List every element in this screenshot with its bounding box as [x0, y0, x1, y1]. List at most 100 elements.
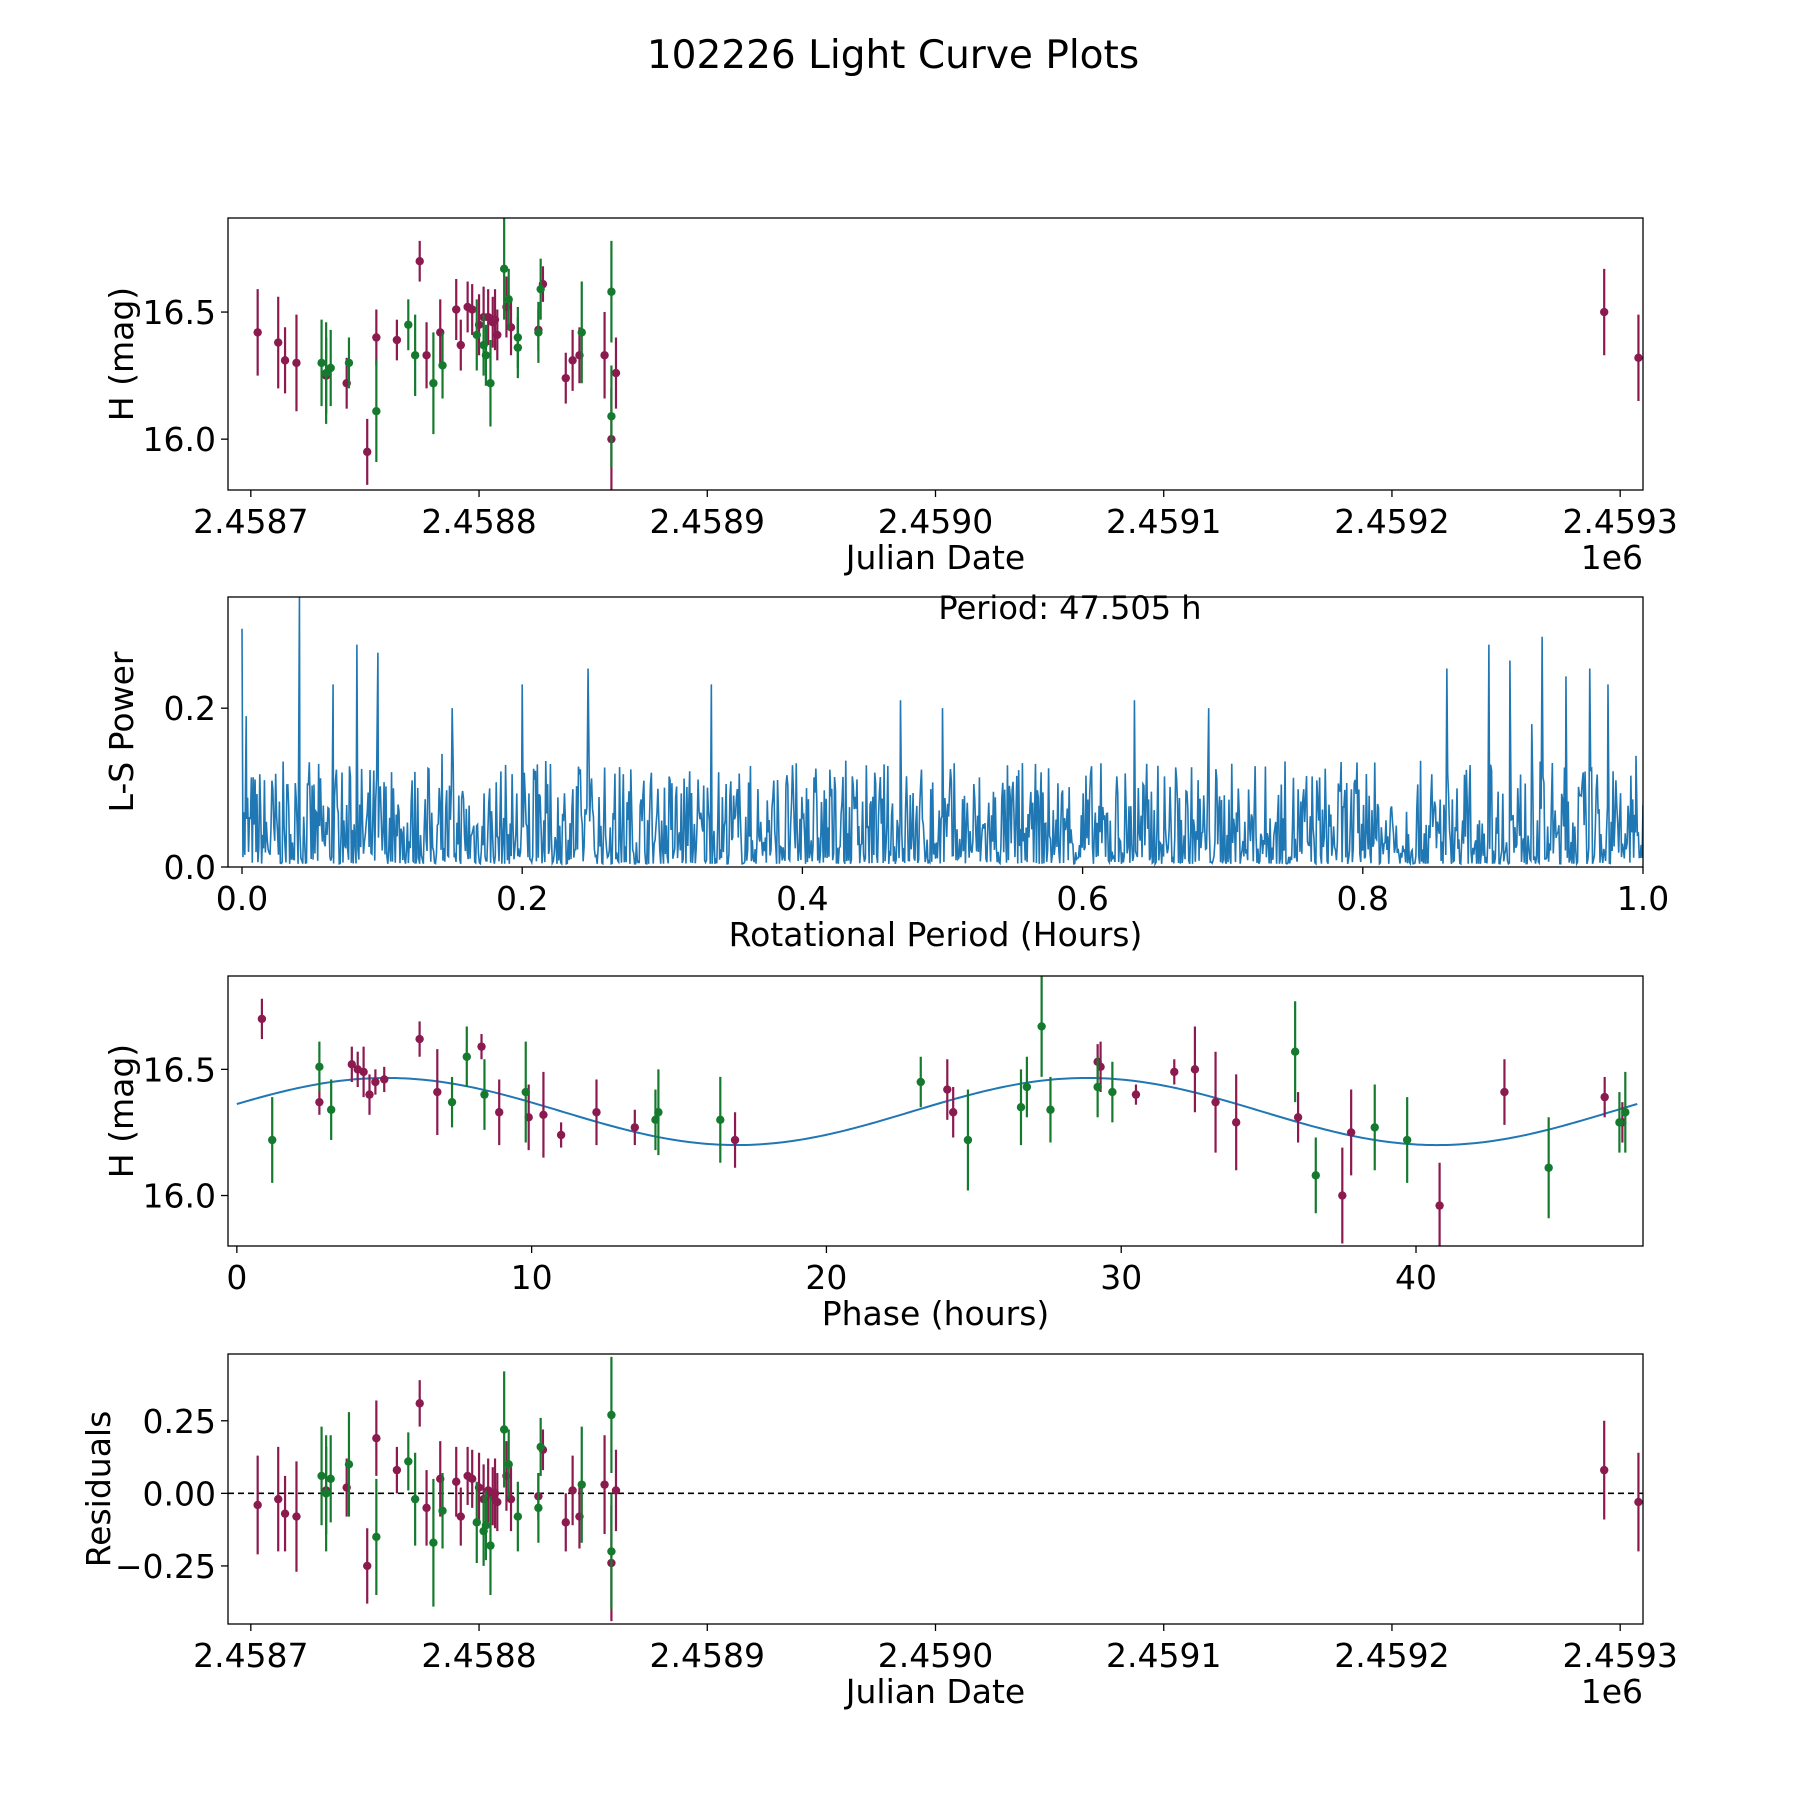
data-point-purple	[630, 1123, 640, 1132]
y-tick-label: 16.5	[143, 1050, 216, 1089]
data-point-purple	[433, 1087, 442, 1097]
data-point-purple	[948, 1108, 958, 1117]
data-layer	[253, 1356, 1643, 1622]
y-tick-label: 16.0	[143, 420, 216, 459]
data-point-green	[521, 1087, 530, 1097]
data-point-green	[504, 1460, 513, 1469]
data-point-green	[472, 330, 481, 340]
data-point-purple	[1293, 1113, 1303, 1122]
data-point-purple	[347, 1060, 357, 1069]
data-point-purple	[452, 305, 461, 314]
data-point-purple	[1346, 1128, 1356, 1137]
data-point-green	[438, 361, 447, 370]
data-point-purple	[422, 351, 431, 360]
data-point-green	[607, 1547, 616, 1556]
data-point-purple	[456, 1512, 465, 1521]
x-tick-label: 0.4	[776, 879, 828, 918]
data-point-green	[536, 284, 545, 294]
data-point-purple	[274, 1494, 283, 1504]
data-point-green	[607, 412, 616, 421]
data-point-purple	[359, 1067, 368, 1077]
data-point-green	[404, 1457, 413, 1466]
x-tick-label: 2.4590	[878, 502, 993, 541]
fit-curve	[236, 1076, 1638, 1147]
data-point-purple	[280, 356, 290, 365]
x-tick-label: 2.4592	[1334, 1636, 1449, 1675]
data-point-green	[1037, 1022, 1046, 1031]
data-point-purple	[365, 1090, 374, 1099]
y-axis-label: H (mag)	[102, 287, 141, 421]
x-tick-label: 40	[1395, 1258, 1437, 1297]
data-point-purple	[371, 1077, 380, 1087]
data-point-purple	[568, 356, 577, 365]
x-tick-label: 2.4588	[421, 1636, 536, 1675]
x-tick-label: 2.4589	[650, 502, 765, 541]
data-point-green	[1402, 1135, 1412, 1145]
data-point-green	[268, 1135, 277, 1145]
data-point-purple	[253, 328, 262, 337]
x-tick-label: 2.4589	[650, 1636, 765, 1675]
x-tick-label: 0.0	[216, 879, 268, 918]
data-point-purple	[253, 1500, 262, 1510]
data-point-purple	[363, 447, 372, 457]
data-point-purple	[280, 1509, 290, 1518]
data-point-green	[607, 1410, 616, 1420]
data-layer	[257, 976, 1630, 1246]
data-point-green	[481, 351, 491, 360]
y-tick-label: −0.25	[115, 1547, 216, 1586]
data-point-green	[654, 1108, 663, 1117]
data-point-purple	[1131, 1090, 1141, 1099]
data-layer	[253, 218, 1643, 490]
data-point-green	[344, 358, 354, 368]
data-point-green	[480, 1090, 489, 1099]
x-tick-label: 2.4591	[1106, 502, 1221, 541]
data-point-purple	[539, 1110, 548, 1119]
data-point-purple	[380, 1075, 389, 1084]
data-point-green	[481, 1521, 491, 1530]
plot-frame	[227, 975, 1644, 1247]
x-tick-label: 2.4591	[1106, 1636, 1221, 1675]
y-axis-label: Residuals	[79, 1411, 118, 1568]
data-point-green	[716, 1115, 725, 1125]
data-point-green	[315, 1062, 324, 1072]
y-axis-label: L-S Power	[102, 651, 141, 812]
y-tick-label: 0.2	[164, 689, 216, 728]
lightcurve-panel: 2.4587 2.4588 2.4589 2.4590 2.4591 2.4592 2.45…	[102, 217, 1678, 577]
data-point-purple	[422, 1503, 431, 1513]
y-axis-label: H (mag)	[102, 1044, 141, 1178]
data-point-purple	[1435, 1201, 1444, 1210]
y-tick-label: 16.0	[143, 1177, 216, 1216]
data-point-purple	[556, 1130, 566, 1140]
x-tick-label: 0.2	[496, 879, 548, 918]
x-tick-label: 0.8	[1337, 879, 1389, 918]
data-point-purple	[392, 335, 402, 345]
x-axis-label: Rotational Period (Hours)	[729, 915, 1143, 954]
data-point-green	[326, 1474, 335, 1484]
data-point-green	[410, 1494, 420, 1504]
x-axis-label: Julian Date	[844, 1672, 1026, 1711]
data-point-green	[372, 1532, 381, 1542]
data-point-purple	[493, 330, 502, 340]
data-point-purple	[415, 1399, 424, 1408]
data-point-purple	[274, 338, 283, 347]
data-point-green	[504, 295, 513, 304]
data-point-green	[486, 1541, 495, 1550]
data-point-purple	[561, 1518, 570, 1527]
data-point-purple	[730, 1135, 740, 1145]
data-point-green	[321, 1489, 331, 1498]
data-point-green	[963, 1135, 973, 1145]
data-point-purple	[1600, 1092, 1609, 1102]
data-point-green	[499, 1425, 509, 1434]
data-point-purple	[568, 1486, 577, 1495]
data-point-purple	[456, 340, 465, 350]
data-point-purple	[415, 1034, 424, 1044]
data-point-purple	[611, 368, 621, 378]
data-point-green	[372, 406, 381, 416]
data-point-purple	[292, 358, 301, 368]
data-point-purple	[292, 1512, 301, 1521]
x-tick-label: 0.6	[1056, 879, 1108, 918]
data-point-green	[577, 1480, 586, 1489]
x-tick-label: 2.4593	[1562, 502, 1677, 541]
data-point-green	[447, 1097, 457, 1107]
data-point-purple	[1500, 1087, 1509, 1097]
